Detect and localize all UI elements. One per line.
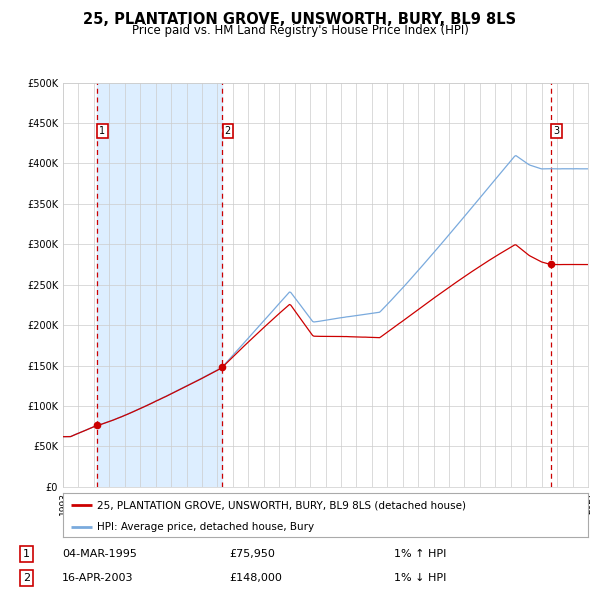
Text: 1% ↑ HPI: 1% ↑ HPI [394,549,446,559]
Text: Price paid vs. HM Land Registry's House Price Index (HPI): Price paid vs. HM Land Registry's House … [131,24,469,37]
Text: 3: 3 [553,126,560,136]
Text: £148,000: £148,000 [229,573,283,583]
Text: 1: 1 [23,549,30,559]
Text: 25, PLANTATION GROVE, UNSWORTH, BURY, BL9 8LS: 25, PLANTATION GROVE, UNSWORTH, BURY, BL… [83,12,517,27]
Text: £75,950: £75,950 [229,549,275,559]
Text: 16-APR-2003: 16-APR-2003 [62,573,133,583]
Text: HPI: Average price, detached house, Bury: HPI: Average price, detached house, Bury [97,522,314,532]
Bar [97,83,222,487]
Text: 1: 1 [99,126,106,136]
Text: 2: 2 [23,573,30,583]
Text: 25, PLANTATION GROVE, UNSWORTH, BURY, BL9 8LS (detached house): 25, PLANTATION GROVE, UNSWORTH, BURY, BL… [97,500,466,510]
Text: 1% ↓ HPI: 1% ↓ HPI [394,573,446,583]
Text: 04-MAR-1995: 04-MAR-1995 [62,549,137,559]
Text: 2: 2 [224,126,231,136]
